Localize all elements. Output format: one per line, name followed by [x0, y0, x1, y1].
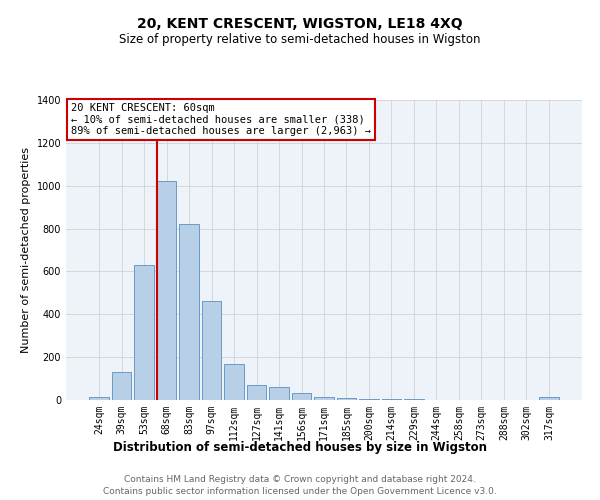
Text: Size of property relative to semi-detached houses in Wigston: Size of property relative to semi-detach…	[119, 32, 481, 46]
Text: Contains public sector information licensed under the Open Government Licence v3: Contains public sector information licen…	[103, 486, 497, 496]
Text: 20, KENT CRESCENT, WIGSTON, LE18 4XQ: 20, KENT CRESCENT, WIGSTON, LE18 4XQ	[137, 18, 463, 32]
Bar	[179, 224, 199, 400]
Bar	[359, 398, 379, 400]
Y-axis label: Number of semi-detached properties: Number of semi-detached properties	[21, 147, 31, 353]
Bar	[314, 397, 334, 400]
Bar	[89, 397, 109, 400]
Text: Contains HM Land Registry data © Crown copyright and database right 2024.: Contains HM Land Registry data © Crown c…	[124, 476, 476, 484]
Bar	[292, 392, 311, 400]
Bar	[382, 399, 401, 400]
Bar	[247, 385, 266, 400]
Bar	[269, 387, 289, 400]
Bar	[337, 398, 356, 400]
Bar	[539, 397, 559, 400]
Bar	[157, 182, 176, 400]
Bar	[202, 302, 221, 400]
Bar	[224, 364, 244, 400]
Text: Distribution of semi-detached houses by size in Wigston: Distribution of semi-detached houses by …	[113, 441, 487, 454]
Bar	[134, 265, 154, 400]
Text: 20 KENT CRESCENT: 60sqm
← 10% of semi-detached houses are smaller (338)
89% of s: 20 KENT CRESCENT: 60sqm ← 10% of semi-de…	[71, 103, 371, 136]
Bar	[112, 372, 131, 400]
